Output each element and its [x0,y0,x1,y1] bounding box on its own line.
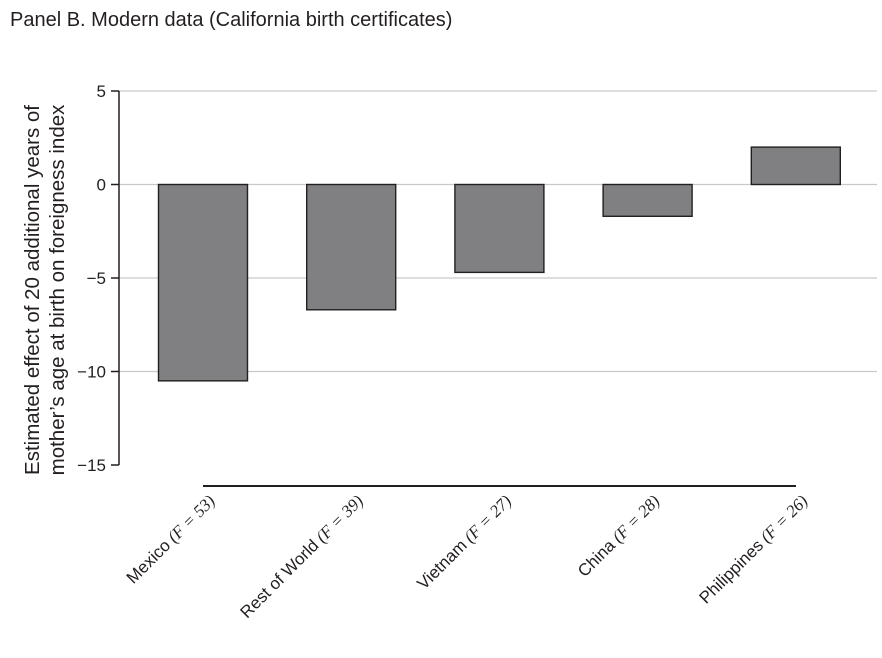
x-tick-label: Vietnam (F = 27) [413,491,515,593]
bar [306,183,397,311]
bar [454,183,545,274]
bar [602,183,693,217]
y-tick-label: −5 [87,269,106,288]
axes [111,90,796,487]
chart-title: Panel B. Modern data (California birth c… [10,9,452,31]
y-tick-label: 0 [97,176,106,195]
y-axis-label-line-2: mother’s age at birth on foreigness inde… [46,104,69,475]
x-tick-label: Philippines (F = 26) [696,491,812,607]
bar [157,183,249,382]
bars [157,146,841,382]
y-tick-label: 5 [97,82,106,101]
y-tick-label: −15 [77,456,106,475]
y-tick-label: −10 [77,363,106,382]
y-axis-label: Estimated effect of 20 additional years … [21,104,69,475]
bar [750,146,841,186]
y-axis-label-line-1: Estimated effect of 20 additional years … [21,105,44,475]
x-tick-label: Mexico (F = 53) [123,491,219,587]
x-tick-label: Rest of World (F = 39) [236,491,367,622]
x-tick-label: China (F = 28) [574,491,664,581]
